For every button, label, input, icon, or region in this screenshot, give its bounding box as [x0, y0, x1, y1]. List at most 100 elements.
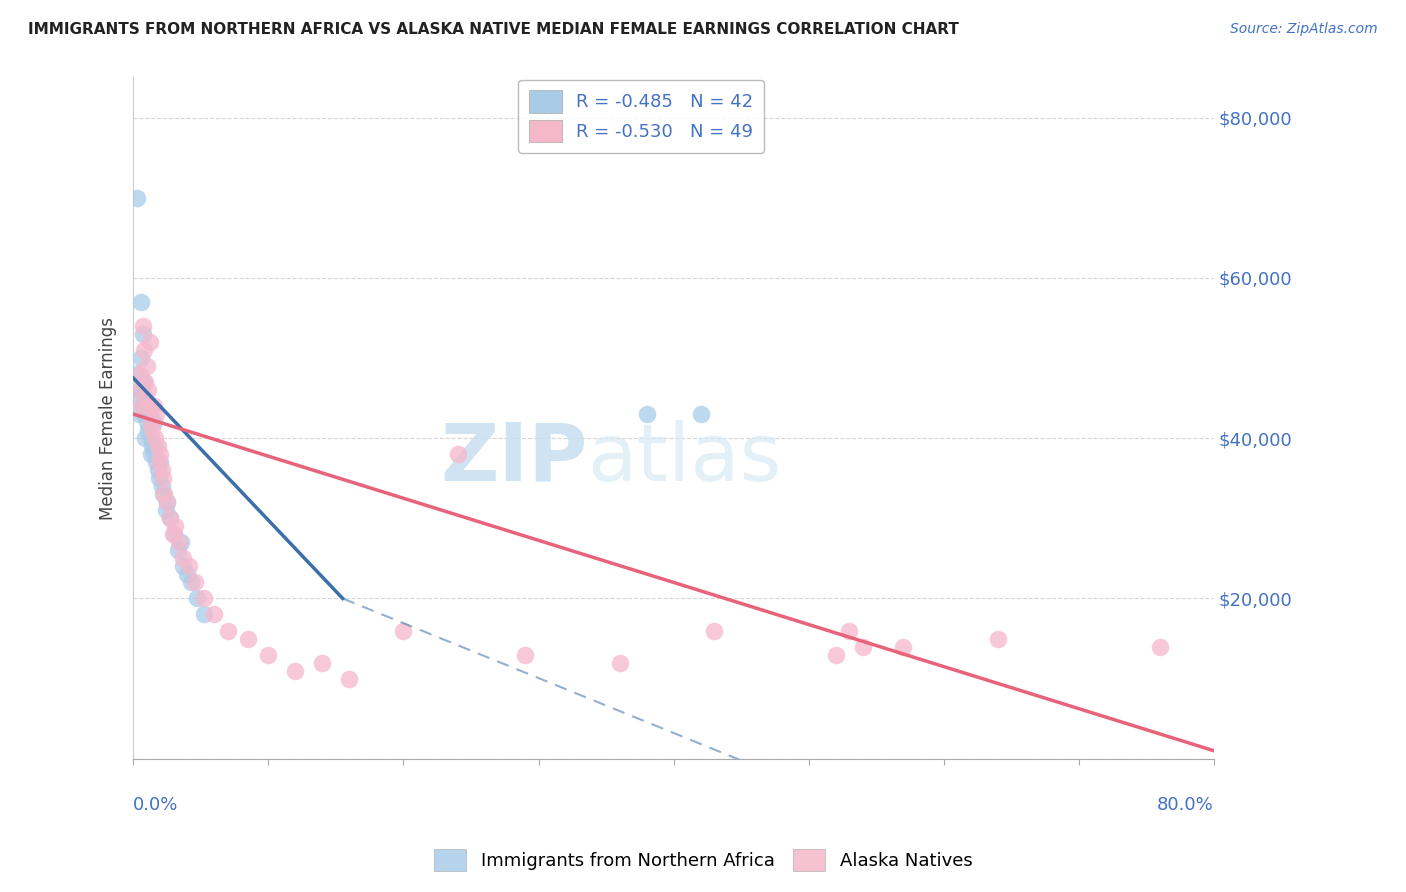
Point: [172, 551, 194, 566]
Point: [159, 511, 181, 525]
Point: [134, 431, 156, 445]
Point: [186, 591, 208, 606]
Point: [139, 431, 162, 445]
Point: [257, 648, 280, 662]
Point: [132, 399, 155, 413]
Point: [135, 359, 157, 373]
Point: [149, 447, 172, 461]
Point: [131, 351, 153, 365]
Point: [142, 415, 165, 429]
Point: [143, 439, 166, 453]
Point: [167, 543, 190, 558]
Point: [193, 607, 215, 622]
Point: [169, 535, 191, 549]
Point: [134, 391, 156, 405]
Point: [142, 399, 165, 413]
Point: [131, 294, 153, 309]
Point: [162, 527, 184, 541]
Point: [127, 391, 149, 405]
Point: [125, 367, 148, 381]
Point: [155, 503, 177, 517]
Point: [236, 632, 259, 646]
Point: [136, 423, 159, 437]
Point: [139, 399, 162, 413]
Point: [156, 495, 179, 509]
Point: [134, 375, 156, 389]
Text: Source: ZipAtlas.com: Source: ZipAtlas.com: [1230, 22, 1378, 37]
Point: [150, 463, 173, 477]
Point: [129, 367, 152, 381]
Point: [142, 447, 165, 461]
Text: 0.0%: 0.0%: [134, 797, 179, 814]
Point: [202, 607, 225, 622]
Point: [135, 415, 157, 429]
Point: [184, 575, 207, 590]
Point: [148, 455, 170, 469]
Point: [128, 407, 150, 421]
Point: [177, 559, 200, 574]
Point: [689, 407, 711, 421]
Point: [180, 575, 202, 590]
Point: [153, 487, 176, 501]
Point: [148, 471, 170, 485]
Point: [284, 664, 307, 678]
Point: [136, 407, 159, 421]
Point: [156, 495, 179, 509]
Point: [167, 535, 190, 549]
Point: [163, 527, 186, 541]
Point: [392, 624, 415, 638]
Point: [838, 624, 860, 638]
Point: [146, 439, 169, 453]
Point: [138, 407, 160, 421]
Point: [145, 455, 167, 469]
Point: [134, 407, 156, 421]
Point: [145, 407, 167, 421]
Point: [159, 511, 181, 525]
Legend: Immigrants from Northern Africa, Alaska Natives: Immigrants from Northern Africa, Alaska …: [426, 842, 980, 879]
Point: [636, 407, 658, 421]
Point: [141, 439, 163, 453]
Text: ZIP: ZIP: [440, 420, 588, 498]
Point: [143, 431, 166, 445]
Point: [703, 624, 725, 638]
Point: [150, 479, 173, 493]
Point: [134, 375, 156, 389]
Y-axis label: Median Female Earnings: Median Female Earnings: [100, 317, 117, 520]
Point: [134, 343, 156, 357]
Point: [139, 447, 162, 461]
Point: [165, 519, 187, 533]
Point: [149, 455, 172, 469]
Point: [132, 318, 155, 333]
Point: [1149, 640, 1171, 654]
Point: [217, 624, 239, 638]
Point: [987, 632, 1010, 646]
Point: [339, 672, 361, 686]
Point: [824, 648, 846, 662]
Point: [131, 399, 153, 413]
Point: [128, 383, 150, 397]
Text: atlas: atlas: [588, 420, 782, 498]
Legend: R = -0.485   N = 42, R = -0.530   N = 49: R = -0.485 N = 42, R = -0.530 N = 49: [519, 79, 763, 153]
Point: [136, 383, 159, 397]
Text: 80.0%: 80.0%: [1157, 797, 1213, 814]
Point: [609, 656, 631, 670]
Point: [852, 640, 875, 654]
Point: [146, 463, 169, 477]
Point: [172, 559, 194, 574]
Point: [129, 383, 152, 397]
Point: [138, 334, 160, 349]
Point: [311, 656, 333, 670]
Point: [141, 423, 163, 437]
Point: [152, 487, 174, 501]
Point: [446, 447, 468, 461]
Point: [176, 567, 198, 582]
Point: [127, 191, 149, 205]
Point: [891, 640, 914, 654]
Point: [132, 326, 155, 341]
Point: [193, 591, 215, 606]
Point: [135, 399, 157, 413]
Point: [152, 471, 174, 485]
Point: [139, 415, 162, 429]
Point: [513, 648, 536, 662]
Point: [135, 399, 157, 413]
